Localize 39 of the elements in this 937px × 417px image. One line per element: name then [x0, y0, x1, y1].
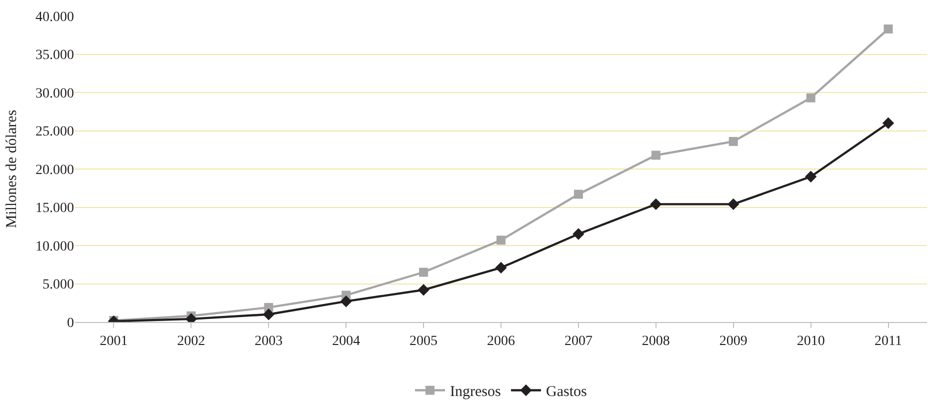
x-tick-label: 2004	[332, 334, 360, 349]
x-tick-label: 2003	[254, 334, 283, 349]
y-tick-label: 20.000	[36, 162, 74, 178]
x-tick-label: 2008	[642, 334, 670, 349]
point	[572, 228, 584, 240]
point	[574, 190, 583, 199]
point	[882, 117, 894, 129]
x-tick-label: 2011	[874, 334, 902, 349]
point	[495, 262, 507, 274]
y-tick-label: 10.000	[36, 239, 74, 254]
y-tick-label: 35.000	[36, 48, 74, 64]
point	[496, 236, 506, 245]
legend-label: Ingresos	[450, 384, 501, 400]
y-tick-label: 30.000	[36, 86, 74, 102]
point	[884, 24, 893, 34]
point	[728, 198, 740, 210]
x-tick-label: 2005	[410, 334, 438, 349]
legend-label: Gastos	[546, 384, 587, 400]
point	[804, 170, 817, 182]
point	[262, 308, 274, 320]
x-tick-label: 2010	[796, 334, 825, 349]
x-tick-label: 2002	[177, 334, 206, 349]
point	[340, 296, 352, 308]
y-tick-label: 40.000	[36, 10, 74, 25]
y-tick-label: 5.000	[42, 278, 74, 293]
point	[418, 284, 430, 296]
y-tick-label: 15.000	[36, 201, 74, 216]
y-tick-label: 25.000	[36, 124, 74, 140]
point	[650, 198, 662, 210]
x-tick-label: 2007	[564, 334, 592, 349]
y-axis-title: Millones de dólares	[4, 110, 20, 228]
y-tick-label: 0	[67, 316, 74, 331]
x-tick-label: 2006	[487, 334, 515, 349]
point	[419, 268, 428, 277]
point	[806, 93, 816, 102]
x-tick-label: 2001	[100, 334, 128, 349]
x-tick-label: 2009	[719, 334, 748, 349]
point	[651, 150, 660, 160]
point	[728, 136, 738, 146]
